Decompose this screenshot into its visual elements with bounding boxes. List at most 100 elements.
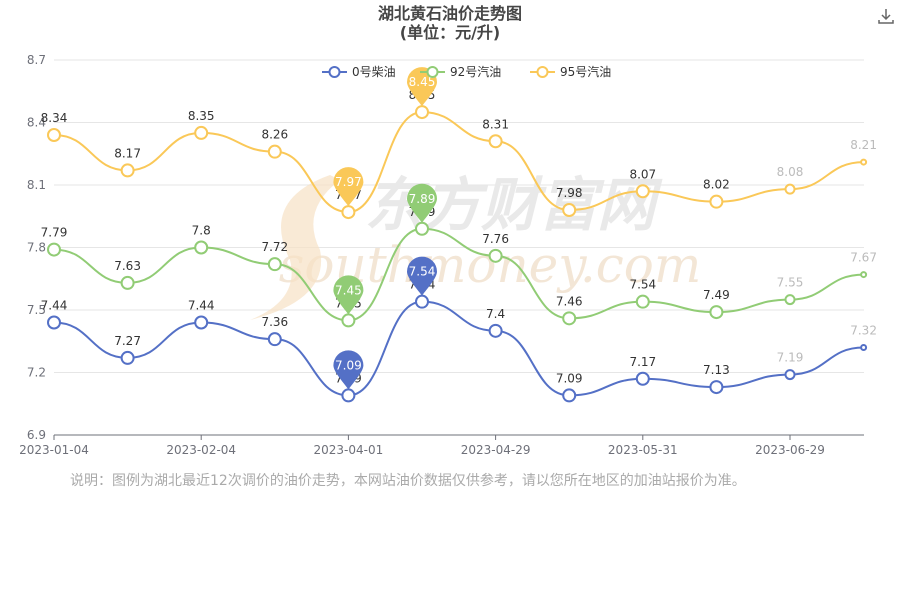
legend-label: 95号汽油: [560, 64, 611, 79]
data-point: [415, 294, 429, 309]
y-tick-label: 6.9: [27, 428, 46, 442]
legend-item[interactable]: 0号柴油: [322, 65, 396, 79]
data-label: 8.07: [629, 167, 656, 181]
data-point: [47, 242, 61, 257]
pin-label: 7.97: [335, 175, 362, 189]
data-label: 7.76: [482, 232, 509, 246]
data-point: [488, 323, 503, 338]
data-point: [562, 311, 577, 326]
x-tick-label: 2023-05-31: [608, 443, 678, 457]
x-tick-label: 2023-04-29: [461, 443, 531, 457]
data-label: 7.63: [114, 259, 141, 273]
data-point: [488, 248, 503, 263]
data-label: 8.31: [482, 117, 509, 131]
y-tick-label: 7.5: [27, 303, 46, 317]
y-tick-label: 7.2: [27, 366, 46, 380]
y-tick-label: 8.7: [27, 53, 46, 67]
chart-note: 说明：图例为湖北最近12次调价的油价走势，本网站油价数据仅供参考，请以您所在地区…: [70, 473, 746, 489]
data-point: [709, 194, 724, 209]
pin-marker: [333, 167, 364, 207]
data-label: 7.54: [629, 278, 656, 292]
data-label: 7.79: [41, 226, 68, 240]
data-label: 7.55: [777, 276, 804, 290]
data-point: [635, 184, 650, 199]
pin-marker: [333, 350, 364, 390]
data-label: 8.21: [850, 138, 877, 152]
pin-marker: [407, 256, 437, 296]
data-label: 8.17: [114, 146, 141, 160]
data-label: 7.44: [188, 299, 215, 313]
data-point: [267, 144, 282, 159]
data-label: 8.02: [703, 178, 730, 192]
pin-label: 8.45: [409, 75, 436, 89]
chart-title-unit: (单位：元/升): [399, 23, 501, 42]
data-point: [120, 163, 135, 178]
data-point: [488, 134, 503, 149]
data-point: [784, 369, 796, 381]
data-label: 8.26: [261, 128, 288, 142]
pin-label: 7.09: [335, 358, 362, 372]
watermark-logo: [250, 175, 340, 320]
data-point: [860, 271, 868, 279]
data-point: [709, 380, 724, 395]
data-label: 8.35: [188, 109, 215, 123]
series-line-0: [53, 300, 864, 397]
data-point: [341, 205, 356, 220]
data-label: 7.13: [703, 363, 730, 377]
data-point: [415, 105, 429, 120]
data-label: 7.72: [261, 240, 288, 254]
data-point: [267, 332, 282, 347]
data-point: [562, 388, 577, 403]
x-tick-label: 2023-04-01: [314, 443, 384, 457]
data-label: 7.36: [261, 315, 288, 329]
y-tick-label: 8.4: [27, 116, 46, 130]
data-label: 7.17: [629, 355, 656, 369]
data-point: [120, 350, 135, 365]
data-point: [562, 203, 577, 217]
data-point: [635, 371, 650, 386]
data-point: [784, 183, 796, 195]
data-label: 7.8: [192, 224, 211, 238]
y-tick-label: 8.1: [27, 178, 46, 192]
data-point: [341, 313, 356, 328]
data-label: 7.49: [703, 288, 730, 302]
data-point: [194, 315, 209, 330]
data-label: 8.08: [777, 165, 804, 179]
x-tick-label: 2023-01-04: [19, 443, 89, 457]
pin-marker: [333, 275, 364, 315]
pin-marker: [407, 183, 437, 223]
y-tick-label: 7.8: [27, 241, 46, 255]
data-point: [267, 257, 282, 272]
legend-label: 92号汽油: [450, 64, 501, 79]
legend-marker: [426, 66, 439, 78]
data-point: [120, 275, 135, 290]
legend-item[interactable]: 92号汽油: [420, 64, 501, 79]
data-point: [860, 344, 868, 351]
data-point: [415, 221, 429, 236]
pin-label: 7.45: [335, 283, 362, 297]
data-point: [709, 305, 724, 320]
legend-item[interactable]: 95号汽油: [530, 64, 611, 79]
x-tick-label: 2023-06-29: [755, 443, 825, 457]
data-point: [47, 128, 61, 142]
data-label: 7.32: [850, 324, 877, 338]
x-tick-label: 2023-02-04: [166, 443, 236, 457]
data-point: [194, 240, 209, 255]
data-point: [784, 294, 796, 306]
data-point: [860, 158, 868, 166]
data-label: 7.67: [850, 251, 877, 265]
chart-title: 湖北黄石油价走势图 (单位：元/升): [0, 4, 900, 42]
download-icon[interactable]: [876, 6, 896, 26]
legend-label: 0号柴油: [352, 65, 396, 79]
legend-marker: [328, 66, 341, 78]
data-point: [341, 388, 356, 403]
data-label: 7.4: [486, 307, 505, 321]
data-point: [47, 315, 61, 330]
data-label: 7.27: [114, 334, 141, 348]
data-label: 7.46: [556, 294, 583, 308]
legend-marker: [536, 66, 549, 78]
data-label: 7.44: [41, 299, 68, 313]
data-point: [194, 125, 209, 140]
data-label: 8.34: [41, 111, 68, 125]
